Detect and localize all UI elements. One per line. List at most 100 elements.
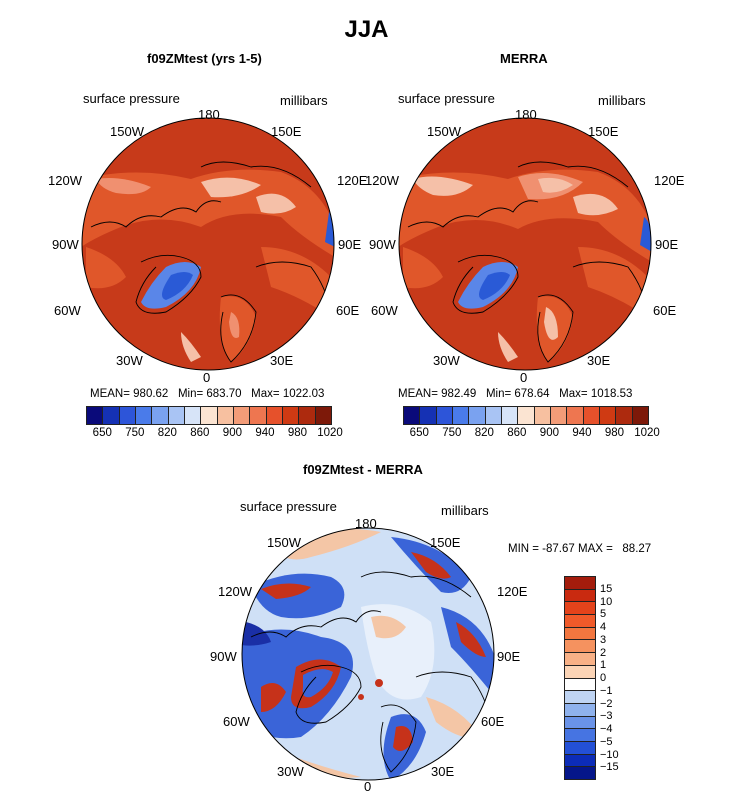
panel-1-stats: MEAN= 980.62 Min= 683.70 Max= 1022.03 — [90, 388, 324, 400]
panel-1-lon-150w: 150W — [110, 124, 144, 139]
panel-2-colorbar-swatch — [550, 407, 568, 424]
panel-3-lon-0: 0 — [364, 779, 372, 794]
panel-3-colorbar-swatch — [565, 729, 595, 742]
panel-2-lon-0: 0 — [520, 370, 528, 385]
panel-1-colorbar-tick: 820 — [157, 427, 177, 439]
panel-3-colorbar-tick: −1 — [600, 684, 613, 697]
panel-3-colorbar-tick: −10 — [600, 748, 619, 761]
panel-2-min: 678.64 — [514, 388, 550, 400]
panel-3-colorbar-swatch — [565, 716, 595, 730]
panel-1-colorbar-swatch — [184, 407, 202, 424]
panel-2-max: 1018.53 — [590, 388, 633, 400]
panel-3-colorbar-tick: 10 — [600, 595, 613, 608]
panel-3-minmax: MIN = -87.67 MAX = 88.27 — [508, 543, 652, 555]
panel-2-colorbar-swatch — [436, 407, 453, 424]
panel-2-lon-120e: 120E — [654, 173, 685, 188]
panel-3-colorbar-tick: 4 — [600, 621, 607, 633]
panel-1-colorbar-swatch — [168, 407, 185, 424]
panel-1-colorbar-swatch — [299, 407, 316, 424]
panel-1-colorbar-tick: 1020 — [317, 427, 343, 439]
panel-1-mean-label: MEAN= — [90, 388, 130, 400]
panel-1-title: f09ZMtest (yrs 1-5) — [147, 51, 262, 66]
panel-1-lon-0: 0 — [203, 370, 211, 385]
panel-3-colorbar-swatch — [565, 589, 595, 603]
panel-3-colorbar-swatch — [565, 602, 595, 616]
panel-1-mean: 980.62 — [133, 388, 169, 400]
panel-2-colorbar-swatch — [501, 407, 519, 424]
panel-3-lon-30w: 30W — [277, 764, 304, 779]
panel-1-colorbar-swatch — [217, 407, 234, 424]
panel-1-colorbar-swatch — [87, 407, 104, 424]
panel-1-coastlines — [90, 161, 332, 363]
panel-1-units: millibars — [280, 93, 328, 108]
panel-3-colorbar-swatch — [565, 627, 595, 641]
panel-3-colorbar-tick: 1 — [600, 659, 607, 672]
panel-2-colorbar-tick: 1020 — [634, 427, 660, 439]
panel-1-min: 683.70 — [206, 388, 242, 400]
panel-2-colorbar-swatch — [452, 407, 470, 424]
panel-1-colorbar-swatch — [266, 407, 283, 424]
panel-1-colorbar-swatch — [282, 407, 300, 424]
panel-3-colorbar-swatch — [565, 754, 595, 768]
panel-1-colorbar-swatch — [103, 407, 120, 424]
panel-2-colorbar-tick: 900 — [539, 427, 559, 439]
panel-1-colorbar-tick: 650 — [92, 427, 112, 439]
panel-1-colorbar-tick: 750 — [125, 427, 145, 439]
panel-2-colorbar-tick: 820 — [474, 427, 494, 439]
panel-3-colorbar-swatch — [565, 767, 595, 779]
panel-2-lon-120w: 120W — [365, 173, 399, 188]
panel-3-lon-120e: 120E — [497, 584, 528, 599]
panel-3-colorbar-swatch — [565, 703, 595, 717]
panel-2-mean: 982.49 — [441, 388, 477, 400]
panel-2-colorbar-tick: 860 — [507, 427, 527, 439]
panel-1-lon-150e: 150E — [271, 124, 302, 139]
panel-1-lon-30e: 30E — [270, 353, 294, 368]
panel-1-lon-180: 180 — [198, 107, 220, 122]
panel-1-colorbar-swatch — [152, 407, 169, 424]
panel-2-lon-90e: 90E — [655, 237, 679, 252]
panel-2-colorbar-swatch — [485, 407, 502, 424]
panel-3-colorbar-tick: 15 — [600, 582, 613, 595]
panel-3-colorbar-tick: 5 — [600, 608, 607, 621]
panel-3-colorbar-swatch — [565, 665, 595, 679]
panel-2-units: millibars — [598, 93, 646, 108]
panel-2-mean-label: MEAN= — [398, 388, 438, 400]
panel-2-title: MERRA — [500, 51, 548, 66]
panel-2-colorbar-tick: 940 — [572, 427, 592, 439]
panel-1-min-label: Min= — [177, 388, 204, 400]
panel-2-colorbar-swatch — [632, 407, 648, 424]
panel-1-colorbar-swatch — [250, 407, 267, 424]
panel-3-colorbar-tick: 3 — [600, 633, 607, 646]
panel-3-lon-180: 180 — [355, 516, 377, 531]
panel-2-lon-60e: 60E — [653, 303, 677, 318]
panel-2-lon-30w: 30W — [433, 353, 460, 368]
panel-1-colorbar-swatch — [135, 407, 153, 424]
panel-3-variable: surface pressure — [240, 499, 337, 514]
panel-3-colorbar — [564, 576, 596, 780]
panel-2-colorbar-swatch — [534, 407, 551, 424]
panel-2-colorbar-swatch — [583, 407, 600, 424]
panel-2-colorbar — [403, 406, 649, 425]
panel-1-max-label: Max= — [251, 388, 280, 400]
panel-2-lon-150w: 150W — [427, 124, 461, 139]
panel-2-lon-180: 180 — [515, 107, 537, 122]
panel-1-colorbar — [86, 406, 332, 425]
panel-2-colorbar-tick: 750 — [442, 427, 462, 439]
panel-3-colorbar-tick: 0 — [600, 672, 607, 684]
panel-3-lon-60e: 60E — [481, 714, 505, 729]
panel-3-colorbar-tick: −5 — [600, 735, 613, 748]
panel-2-min-label: Min= — [485, 388, 512, 400]
panel-3-lon-90w: 90W — [210, 649, 237, 664]
panel-3-colorbar-tick: 2 — [600, 646, 607, 659]
panel-3-map — [241, 527, 495, 781]
panel-1-lon-120w: 120W — [48, 173, 82, 188]
panel-2-colorbar-swatch — [518, 407, 535, 424]
panel-3-lon-150w: 150W — [267, 535, 301, 550]
panel-2-colorbar-swatch — [469, 407, 486, 424]
panel-2-colorbar-swatch — [404, 407, 421, 424]
panel-1-lon-30w: 30W — [116, 353, 143, 368]
panel-1-colorbar-tick: 940 — [255, 427, 275, 439]
panel-1-colorbar-swatch — [233, 407, 251, 424]
panel-3-colorbar-swatch — [565, 678, 595, 692]
panel-3-title: f09ZMtest - MERRA — [303, 462, 423, 477]
